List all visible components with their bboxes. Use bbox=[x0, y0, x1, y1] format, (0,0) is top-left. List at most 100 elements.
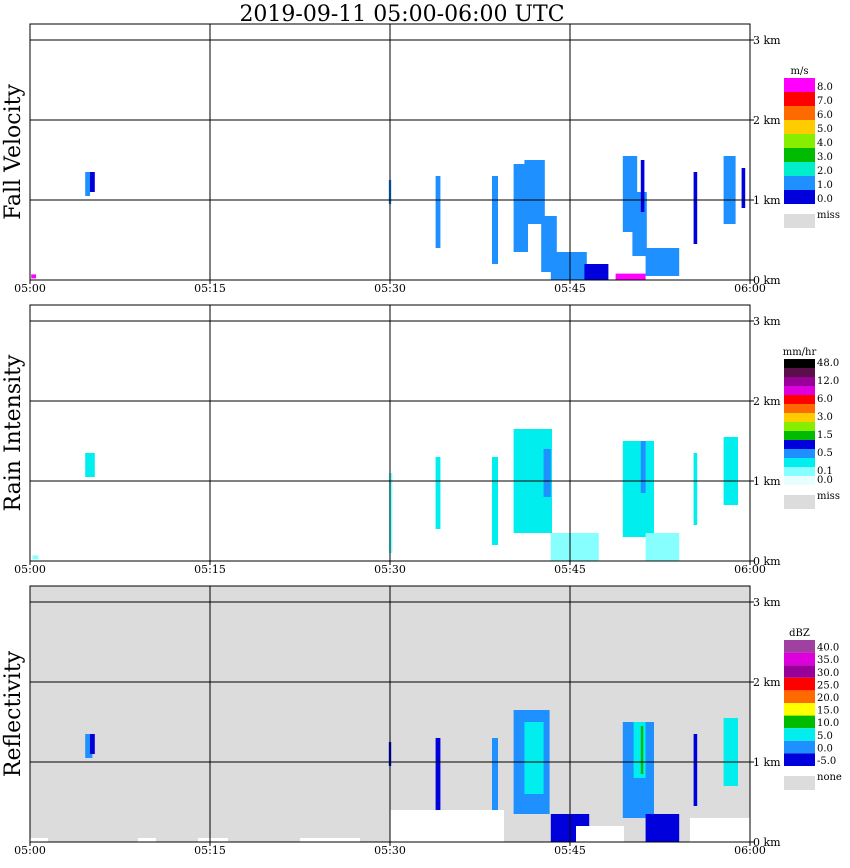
legend-label: 20.0 bbox=[817, 693, 839, 704]
legend-label: 0.0 bbox=[817, 743, 833, 754]
figure-title: 2019-09-11 05:00-06:00 UTC bbox=[239, 2, 564, 27]
echo-cell-6 bbox=[524, 722, 544, 794]
legend-label: 10.0 bbox=[817, 718, 839, 729]
height-tick-label: 3 km bbox=[753, 315, 781, 328]
echo-cell-13 bbox=[645, 248, 680, 276]
legend-miss-swatch bbox=[784, 214, 815, 228]
echo-cell-18 bbox=[31, 274, 36, 279]
panel-ylabel: Rain Intensity bbox=[1, 354, 26, 511]
legend-label: 3.0 bbox=[817, 412, 833, 423]
legend-swatch bbox=[784, 190, 815, 204]
time-tick-label: 05:00 bbox=[14, 563, 46, 576]
legend-swatch bbox=[784, 148, 815, 162]
legend-swatch bbox=[784, 740, 815, 754]
time-tick-label: 05:30 bbox=[374, 563, 406, 576]
time-tick-label: 05:45 bbox=[554, 844, 586, 857]
legend-label: 2.0 bbox=[817, 166, 833, 177]
echo-cell-4 bbox=[492, 176, 498, 264]
height-tick-label: 2 km bbox=[753, 114, 781, 127]
echo-cell-3 bbox=[435, 738, 441, 810]
height-tick-label: 2 km bbox=[753, 395, 781, 408]
legend-swatch bbox=[784, 176, 815, 190]
legend-swatch bbox=[784, 368, 815, 377]
echo-cell-11 bbox=[388, 473, 393, 553]
legend-swatch bbox=[784, 753, 815, 766]
legend-label: 4.0 bbox=[817, 138, 833, 149]
time-tick-label: 05:15 bbox=[194, 844, 226, 857]
legend-label: 35.0 bbox=[817, 655, 839, 666]
legend-label: 3.0 bbox=[817, 152, 833, 163]
legend-swatch bbox=[784, 422, 815, 431]
echo-cell-14 bbox=[615, 273, 646, 280]
legend-swatch bbox=[784, 467, 815, 476]
echo-cell-17 bbox=[741, 168, 746, 208]
echo-cell-10 bbox=[723, 437, 738, 505]
height-tick-label: 0 km bbox=[753, 274, 781, 287]
height-tick-label: 1 km bbox=[753, 475, 781, 488]
echo-cell-1 bbox=[435, 457, 441, 529]
echo-cell-12 bbox=[693, 734, 698, 806]
echo-cell-11 bbox=[632, 192, 647, 256]
echo-cell-8 bbox=[550, 252, 587, 280]
echo-cell-20 bbox=[690, 818, 750, 842]
legend-swatch bbox=[784, 395, 815, 404]
echo-cell-9 bbox=[584, 264, 609, 280]
legend-label: 1.0 bbox=[817, 180, 833, 191]
legend-label: 0.1 bbox=[817, 466, 833, 477]
echo-cell-6 bbox=[622, 441, 654, 537]
legend-swatch bbox=[784, 715, 815, 729]
time-tick-label: 06:00 bbox=[734, 844, 766, 857]
echo-cell-11 bbox=[645, 814, 680, 842]
panel-reflectivity: 05:00 05:15 05:30 05:45 06:000 km 1 km 2 km 3 k… bbox=[1, 585, 842, 857]
legend-label: 5.0 bbox=[817, 124, 833, 135]
echo-cell-18 bbox=[390, 810, 504, 842]
legend-label: 8.0 bbox=[817, 82, 833, 93]
legend-label: 12.0 bbox=[817, 376, 839, 387]
echo-cell-16 bbox=[198, 838, 228, 842]
legend-unit: mm/hr bbox=[783, 347, 817, 358]
height-tick-label: 3 km bbox=[753, 34, 781, 47]
legend-swatch bbox=[784, 377, 815, 386]
echo-cell-0 bbox=[85, 453, 95, 477]
legend-label: 48.0 bbox=[817, 358, 839, 369]
legend-swatch bbox=[784, 120, 815, 134]
echo-cell-6 bbox=[524, 160, 545, 224]
legend-swatch bbox=[784, 449, 815, 458]
legend-fall-velocity: m/s 8.0 7.0 6.0 5.0 4.0 3.0 2.0 1.0 0.0 miss bbox=[784, 66, 840, 228]
echo-cell-1 bbox=[90, 172, 95, 192]
legend-miss-label: miss bbox=[817, 491, 840, 502]
echo-cell-0 bbox=[85, 734, 93, 758]
legend-label: 7.0 bbox=[817, 96, 833, 107]
echo-cell-0 bbox=[85, 172, 90, 196]
legend-swatch bbox=[784, 690, 815, 703]
legend-miss-label: miss bbox=[817, 210, 840, 221]
height-tick-label: 0 km bbox=[753, 555, 781, 568]
legend-label: 15.0 bbox=[817, 706, 839, 717]
legend-label: 6.0 bbox=[817, 110, 833, 121]
time-tick-label: 05:15 bbox=[194, 282, 226, 295]
legend-unit: m/s bbox=[791, 66, 809, 77]
echo-cell-9 bbox=[633, 722, 646, 778]
echo-cell-2 bbox=[492, 457, 498, 545]
legend-label: 0.0 bbox=[817, 194, 833, 205]
time-tick-label: 05:45 bbox=[554, 563, 586, 576]
legend-swatch bbox=[784, 703, 815, 716]
legend-label: 0.0 bbox=[817, 475, 833, 486]
echo-cell-17 bbox=[300, 838, 360, 842]
echo-cell-12 bbox=[32, 555, 39, 560]
echo-cell-4 bbox=[492, 738, 498, 826]
time-tick-label: 06:00 bbox=[734, 282, 766, 295]
echo-cell-13 bbox=[723, 718, 738, 786]
height-tick-label: 2 km bbox=[753, 676, 781, 689]
time-tick-label: 05:45 bbox=[554, 282, 586, 295]
legend-swatch bbox=[784, 458, 815, 467]
echo-cell-12 bbox=[640, 160, 645, 212]
legend-label: 6.0 bbox=[817, 394, 833, 405]
echo-cell-8 bbox=[645, 533, 680, 561]
echo-cell-1 bbox=[90, 734, 95, 754]
legend-label: 25.0 bbox=[817, 680, 839, 691]
height-tick-label: 1 km bbox=[753, 756, 781, 769]
legend-swatch bbox=[784, 665, 815, 678]
